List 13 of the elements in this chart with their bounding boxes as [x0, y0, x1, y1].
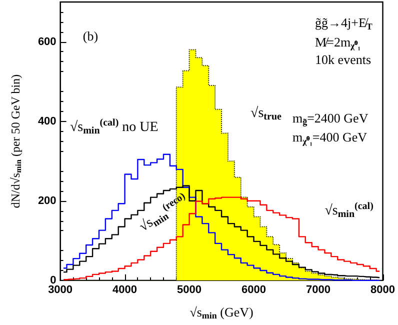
x-tick-label: 8000 — [370, 284, 396, 296]
y-axis-title: dN/d√smin (per 50 GeV bin) — [8, 74, 24, 208]
x-tick-label: 4000 — [112, 284, 138, 296]
annotation: (b) — [82, 28, 98, 44]
y-tick-label: 200 — [38, 194, 56, 207]
annotation: 10k events — [315, 52, 372, 68]
y-tick-label: 600 — [38, 36, 56, 48]
x-tick-label: 7000 — [306, 284, 331, 296]
x-tick-label: 5000 — [177, 284, 202, 296]
y-tick-label: 0 — [50, 274, 56, 286]
x-tick-label: 6000 — [242, 284, 266, 296]
y-tick-label: 400 — [38, 115, 56, 128]
x-tick-label: 3000 — [48, 284, 73, 296]
